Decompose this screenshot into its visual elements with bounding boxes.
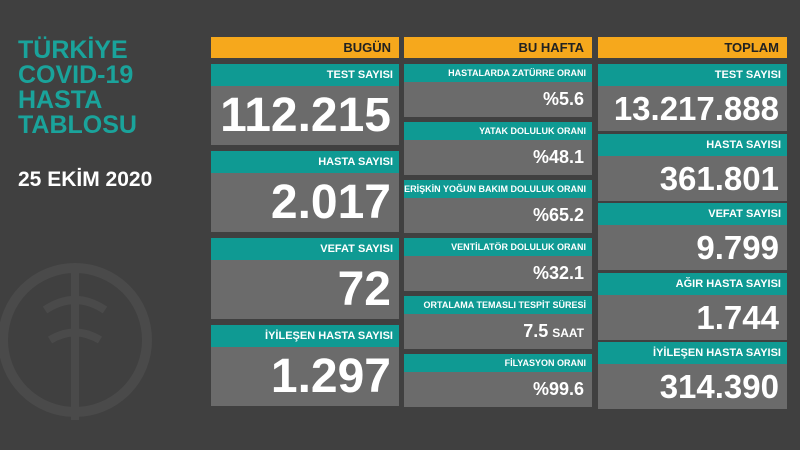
- item-label: VEFAT SAYISI: [598, 203, 787, 225]
- item-label: TEST SAYISI: [598, 64, 787, 86]
- item-value-box: 2.017: [211, 173, 399, 232]
- item-label: ORTALAMA TEMASLI TESPİT SÜRESİ: [404, 296, 592, 314]
- item-label: VEFAT SAYISI: [211, 238, 399, 260]
- column-header: BUGÜN: [211, 37, 399, 58]
- title-line: TÜRKİYE: [18, 36, 128, 64]
- item-value-box: %32.1: [404, 256, 592, 291]
- item-value-box: 13.217.888: [598, 86, 787, 131]
- item-value: 1.744: [696, 298, 779, 336]
- column-header: TOPLAM: [598, 37, 787, 58]
- item-value: 13.217.888: [613, 90, 779, 127]
- item-value: 314.390: [659, 368, 779, 405]
- item-value-box: 314.390: [598, 364, 787, 409]
- item-value: 2.017: [270, 176, 391, 229]
- item-label: ERİŞKİN YOĞUN BAKIM DOLULUK ORANI: [404, 180, 592, 198]
- item-value: 72: [337, 263, 391, 316]
- item-value: %5.6: [542, 89, 584, 109]
- item-label: HASTALARDA ZATÜRRE ORANI: [404, 64, 592, 82]
- item-value-box: 9.799: [598, 225, 787, 270]
- item-value-box: %65.2: [404, 198, 592, 233]
- item-value-box: %5.6: [404, 82, 592, 117]
- item-value-box: 72: [211, 260, 399, 319]
- item-value: 361.801: [659, 159, 779, 197]
- item-value: 9.799: [696, 229, 779, 266]
- item-unit: SAAT: [552, 326, 584, 340]
- item-value-box: 7.5 SAAT: [404, 314, 592, 349]
- item-value: %48.1: [532, 147, 584, 167]
- item-label: TEST SAYISI: [211, 64, 399, 86]
- column-header: BU HAFTA: [404, 37, 592, 58]
- item-label: HASTA SAYISI: [598, 133, 787, 156]
- item-label: VENTİLATÖR DOLULUK ORANI: [404, 238, 592, 256]
- date: 25 EKİM 2020: [18, 168, 153, 191]
- item-label: HASTA SAYISI: [211, 151, 399, 173]
- item-label: İYİLEŞEN HASTA SAYISI: [598, 342, 787, 364]
- item-value-box: 361.801: [598, 155, 787, 201]
- item-value-box: %99.6: [404, 372, 592, 407]
- item-value-box: %48.1: [404, 140, 592, 175]
- item-label: YATAK DOLULUK ORANI: [404, 122, 592, 140]
- item-value-box: 1.744: [598, 294, 787, 340]
- item-value: 1.297: [270, 350, 391, 403]
- title-line: TABLOSU: [18, 111, 137, 139]
- emblem: [0, 263, 152, 420]
- item-value: %32.1: [532, 263, 584, 283]
- item-value-box: 1.297: [211, 347, 399, 406]
- item-value-box: 112.215: [211, 86, 399, 145]
- item-label: FİLYASYON ORANI: [404, 354, 592, 372]
- item-value: %65.2: [532, 205, 584, 225]
- item-label: AĞIR HASTA SAYISI: [598, 272, 787, 295]
- title-line: COVID-19: [18, 61, 134, 89]
- item-value: 112.215: [220, 89, 391, 142]
- item-value: 7.5: [523, 321, 549, 341]
- item-label: İYİLEŞEN HASTA SAYISI: [211, 325, 399, 347]
- item-value: %99.6: [532, 379, 584, 399]
- title-line: HASTA: [18, 86, 103, 114]
